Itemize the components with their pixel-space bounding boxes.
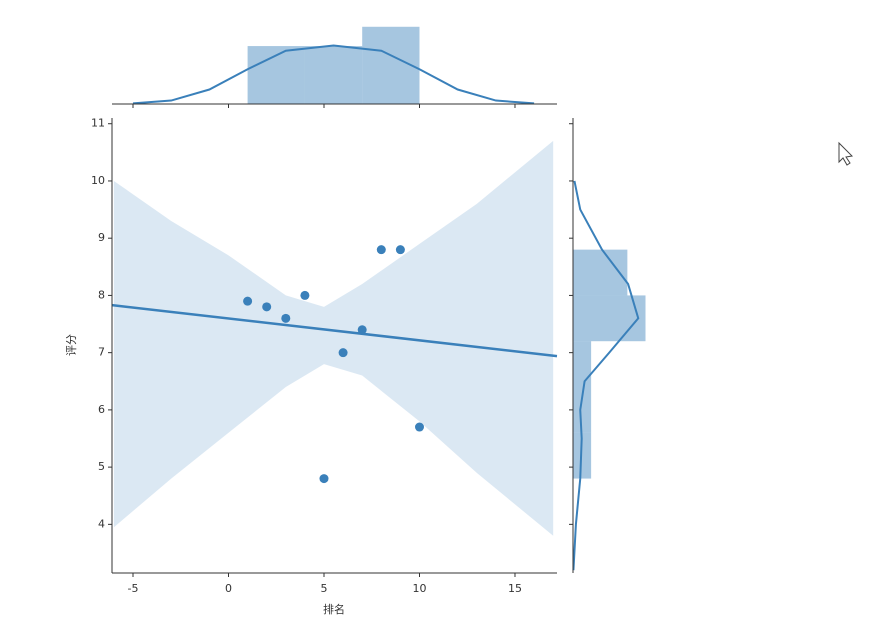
regression-line [111,303,558,358]
y-tick-label: 6 [98,403,105,416]
confidence-band [113,140,554,536]
mouse-cursor [838,141,854,166]
x-tick-label: 15 [508,582,522,595]
scatter-point [376,245,386,255]
y-tick-label: 5 [98,460,105,473]
y-tick-label: 9 [98,231,105,244]
x-kde [132,44,535,105]
y-kde [572,180,640,571]
x-tick-label: -5 [128,582,139,595]
y-hist-bar [573,295,646,342]
scatter-point [281,313,291,323]
scatter-point [395,245,405,255]
x-tick-label: 5 [320,582,327,595]
x-tick-label: 10 [412,582,426,595]
scatter-point [357,325,367,335]
y-tick-label: 10 [91,174,105,187]
scatter-point [300,290,310,300]
y-hist-bar [573,341,592,387]
scatter-point [262,302,272,312]
x-tick-label: 0 [225,582,232,595]
x-hist-bar [304,46,363,104]
scatter-point [414,422,424,432]
y-hist-bar [573,386,592,433]
scatter-point [338,348,348,358]
y-tick-label: 11 [91,117,105,130]
x-axis-label: 排名 [323,602,345,616]
scatter-point [243,296,253,306]
scatter-point [319,474,329,484]
y-tick-label: 7 [98,346,105,359]
y-tick-label: 4 [98,517,105,530]
y-axis-label: 评分 [65,334,78,356]
y-tick-label: 8 [98,288,105,301]
